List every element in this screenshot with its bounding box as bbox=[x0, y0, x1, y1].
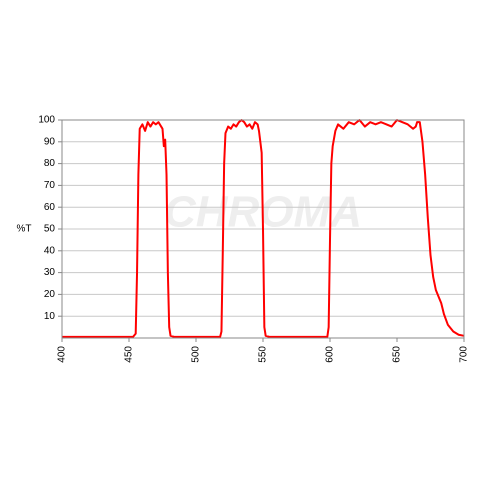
x-tick-label: 550 bbox=[258, 346, 269, 363]
y-tick-label: 10 bbox=[44, 311, 56, 322]
marks bbox=[62, 119, 465, 338]
y-tick-label: 70 bbox=[44, 180, 56, 191]
y-tick-label: 90 bbox=[44, 136, 56, 147]
x-tick-label: 650 bbox=[392, 346, 403, 363]
y-tick-label: 50 bbox=[44, 224, 56, 235]
x-tick-label: 450 bbox=[124, 346, 135, 363]
y-tick-label: 30 bbox=[44, 267, 56, 278]
x-tick-label: 600 bbox=[325, 346, 336, 363]
y-tick-label: 100 bbox=[38, 115, 55, 126]
x-tick-label: 400 bbox=[57, 346, 68, 363]
y-tick-label: 20 bbox=[44, 289, 56, 300]
y-tick-label: 60 bbox=[44, 202, 56, 213]
data-line bbox=[62, 119, 465, 338]
x-tick-label: 500 bbox=[191, 346, 202, 363]
plot-frame bbox=[61, 119, 465, 339]
x-tick-label: 700 bbox=[459, 346, 470, 363]
y-tick-label: 80 bbox=[44, 158, 56, 169]
y-tick-label: 40 bbox=[44, 245, 56, 256]
y-axis-label: %T bbox=[17, 224, 32, 235]
